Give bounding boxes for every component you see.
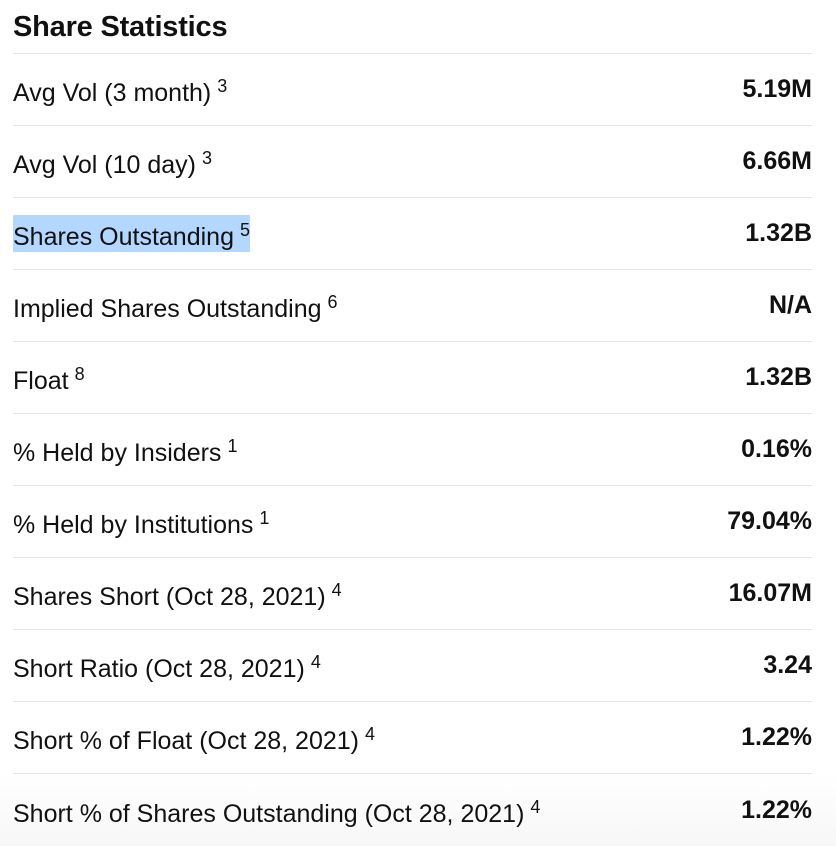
table-row: Short % of Float (Oct 28, 2021) 4 1.22% [13,702,812,774]
row-label-text: Shares Short (Oct 28, 2021) [13,583,326,611]
footnote-marker: 3 [201,148,212,168]
table-row: Avg Vol (3 month) 3 5.19M [13,54,812,126]
row-label[interactable]: Short % of Float (Oct 28, 2021) 4 [13,719,375,756]
footnote-marker: 8 [74,364,85,384]
row-label-text: % Held by Insiders [13,439,222,467]
table-row: Short % of Shares Outstanding (Oct 28, 2… [0,774,836,846]
row-value: 1.22% [741,723,812,751]
table-row: Shares Short (Oct 28, 2021) 4 16.07M [13,558,812,630]
section-title: Share Statistics [13,0,812,54]
row-label[interactable]: Float 8 [13,359,85,396]
footnote-marker: 4 [530,796,541,817]
footnote-marker: 1 [259,508,270,528]
table-row: Avg Vol (10 day) 3 6.66M [13,126,812,198]
row-label[interactable]: Implied Shares Outstanding 6 [13,287,338,324]
row-label-text: Short Ratio (Oct 28, 2021) [13,655,305,683]
row-label-text: Shares Outstanding [13,223,234,251]
row-label-text: Short % of Float (Oct 28, 2021) [13,727,359,755]
row-label-selected[interactable]: Shares Outstanding 5 [13,215,250,252]
row-label[interactable]: % Held by Insiders 1 [13,431,237,468]
row-label[interactable]: Avg Vol (10 day) 3 [13,143,212,180]
row-label[interactable]: Avg Vol (3 month) 3 [13,71,227,108]
footnote-marker: 3 [217,76,228,96]
row-label-text: Avg Vol (10 day) [13,151,196,179]
row-label-text: % Held by Institutions [13,511,254,539]
footnote-marker: 5 [239,220,250,240]
table-row: Shares Outstanding 5 1.32B [13,198,812,270]
footnote-marker: 1 [227,436,238,456]
table-row: Float 8 1.32B [13,342,812,414]
row-value: 1.32B [745,363,812,391]
row-label-text: Short % of Shares Outstanding (Oct 28, 2… [13,799,525,828]
row-value: 5.19M [742,75,812,103]
row-value: 79.04% [727,507,812,535]
table-row: Implied Shares Outstanding 6 N/A [13,270,812,342]
table-row: % Held by Institutions 1 79.04% [13,486,812,558]
stats-table: Avg Vol (3 month) 3 5.19M Avg Vol (10 day… [0,54,836,846]
row-label[interactable]: Short Ratio (Oct 28, 2021) 4 [13,647,321,684]
row-value: 3.24 [763,651,812,679]
row-label[interactable]: Shares Short (Oct 28, 2021) 4 [13,575,342,612]
table-row: % Held by Insiders 1 0.16% [13,414,812,486]
row-value: 1.22% [741,795,812,824]
table-row: Short Ratio (Oct 28, 2021) 4 3.24 [13,630,812,702]
row-value: 6.66M [742,147,812,175]
footnote-marker: 4 [331,580,342,600]
row-label-text: Float [13,367,69,395]
row-value: N/A [768,291,812,319]
row-value: 0.16% [741,435,812,463]
row-label[interactable]: Short % of Shares Outstanding (Oct 28, 2… [13,792,540,829]
footnote-marker: 6 [327,292,338,312]
row-label-text: Avg Vol (3 month) [13,79,212,107]
footnote-marker: 4 [310,652,321,672]
row-label[interactable]: % Held by Institutions 1 [13,503,269,540]
row-value: 16.07M [728,579,812,607]
footnote-marker: 4 [365,724,376,744]
row-label-text: Implied Shares Outstanding [13,295,322,323]
row-value: 1.32B [745,219,812,247]
